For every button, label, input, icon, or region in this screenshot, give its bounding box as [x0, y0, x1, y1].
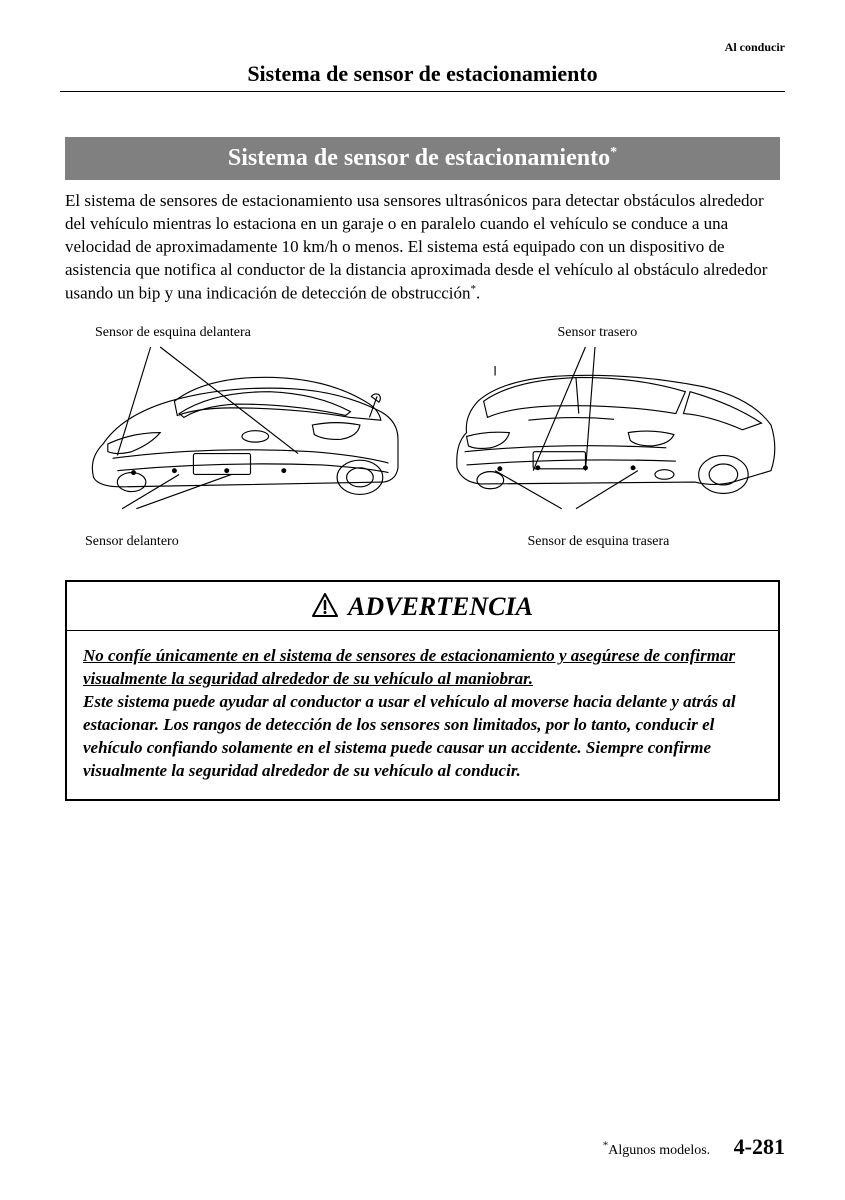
intro-period: .: [476, 283, 480, 302]
diagram-row: Sensor de esquina delantera: [65, 325, 780, 550]
warning-header: ADVERTENCIA: [67, 582, 778, 630]
header-title: Sistema de sensor de estacionamiento: [60, 61, 785, 87]
label-front-sensor: Sensor delantero: [85, 534, 408, 550]
header-rule: [60, 91, 785, 92]
diagram-rear: Sensor trasero: [438, 325, 781, 550]
warning-line1: No confíe únicamente en el sistema de se…: [83, 645, 762, 691]
section-banner: Sistema de sensor de estacionamiento*: [65, 137, 780, 180]
label-rear-sensor: Sensor trasero: [558, 325, 638, 341]
intro-paragraph: El sistema de sensores de estacionamient…: [65, 190, 780, 305]
warning-line2: Este sistema puede ayudar al conductor a…: [83, 691, 762, 783]
label-front-corner-sensor: Sensor de esquina delantera: [95, 325, 251, 341]
intro-text: El sistema de sensores de estacionamient…: [65, 191, 767, 302]
warning-box: ADVERTENCIA No confíe únicamente en el s…: [65, 580, 780, 801]
page-number: 4-281: [734, 1134, 785, 1159]
page-header: Al conducir: [60, 40, 785, 55]
warning-title: ADVERTENCIA: [348, 592, 533, 622]
warning-body: No confíe únicamente en el sistema de se…: [67, 631, 778, 799]
label-rear-corner-sensor: Sensor de esquina trasera: [528, 534, 781, 550]
section-banner-sup: *: [610, 145, 617, 160]
footer-note: Algunos modelos.: [608, 1143, 710, 1158]
car-front-illustration: [65, 325, 408, 525]
page-footer: *Algunos modelos. 4-281: [603, 1134, 785, 1160]
header-chapter: Al conducir: [60, 40, 785, 55]
car-rear-illustration: [438, 325, 781, 525]
diagram-front: Sensor de esquina delantera: [65, 325, 408, 550]
section-banner-text: Sistema de sensor de estacionamiento: [228, 145, 610, 171]
warning-icon: [312, 593, 338, 622]
